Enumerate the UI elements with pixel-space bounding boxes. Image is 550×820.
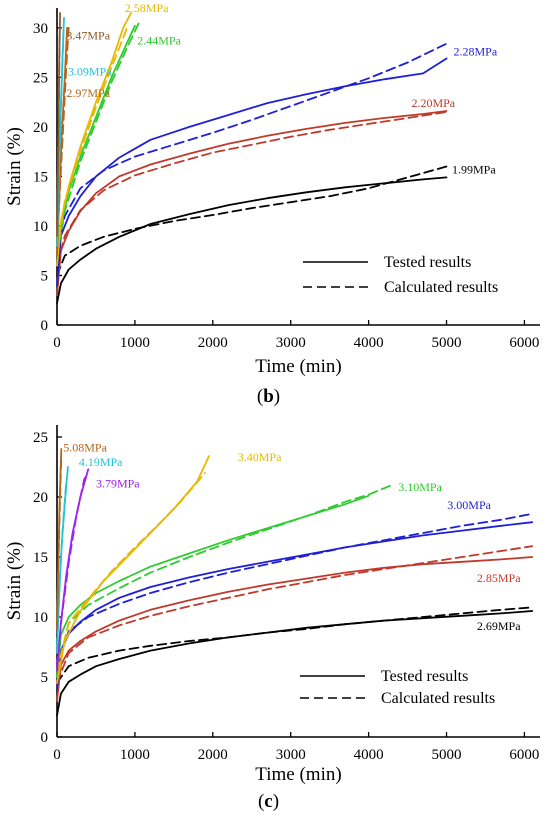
series-label-3-10mpa: 3.10MPa xyxy=(398,480,442,494)
calculated-curve-3-40mpa xyxy=(56,472,206,672)
calculated-curve-2-28mpa xyxy=(56,42,448,247)
x-tick-label: 3000 xyxy=(276,335,306,351)
y-tick-label: 5 xyxy=(41,268,49,284)
calculated-curve-1-99mpa xyxy=(56,165,448,277)
x-tick-label: 5000 xyxy=(432,335,462,351)
tested-curve-2-28mpa xyxy=(56,57,448,287)
calculated-curve-3-10mpa xyxy=(56,484,393,672)
y-tick-label: 15 xyxy=(33,550,48,566)
y-tick-label: 30 xyxy=(33,21,48,37)
y-tick-label: 10 xyxy=(33,219,48,235)
series-label-3-79mpa: 3.79MPa xyxy=(96,476,140,490)
calculated-curve-2-20mpa xyxy=(56,111,448,267)
tested-curve-2-58mpa xyxy=(56,12,132,267)
x-tick-label: 4000 xyxy=(354,335,384,351)
series-label-2-58mpa: 2.58MPa xyxy=(125,1,169,15)
calculated-curve-3-79mpa xyxy=(56,472,90,666)
x-tick-label: 6000 xyxy=(509,335,539,351)
tested-curve-3-00mpa xyxy=(56,521,534,690)
calculated-curve-5-08mpa xyxy=(56,454,63,624)
series-label-2-69mpa: 2.69MPa xyxy=(477,619,521,633)
y-tick-label: 25 xyxy=(33,430,48,446)
series-label-1-99mpa: 1.99MPa xyxy=(452,162,496,176)
calculated-curve-2-58mpa xyxy=(56,26,128,252)
calculated-curve-2-44mpa xyxy=(56,22,140,257)
calculated-curve-2-85mpa xyxy=(56,545,534,684)
series-label-5-08mpa: 5.08MPa xyxy=(63,440,107,454)
y-tick-label: 0 xyxy=(41,730,49,746)
calculated-curve-2-97mpa xyxy=(56,26,70,247)
y-tick-label: 10 xyxy=(33,610,48,626)
y-axis-title: Strain (%) xyxy=(4,542,25,621)
legend-label-solid: Tested results xyxy=(381,668,468,685)
x-tick-label: 3000 xyxy=(276,747,306,763)
x-tick-label: 5000 xyxy=(432,747,462,763)
calculated-curve-3-47mpa xyxy=(56,26,61,227)
y-tick-label: 25 xyxy=(33,70,48,86)
chart-panel-b: 0 1000 2000 3000 4000 5000 6000 0 5 10 15 20 25 30 Tim… xyxy=(4,1,540,407)
x-tick-label: 1000 xyxy=(120,747,150,763)
x-axis-title: Time (min) xyxy=(255,356,341,377)
x-tick-label: 1000 xyxy=(120,335,150,351)
legend: Tested results Calculated results xyxy=(303,254,498,296)
calculated-curve-4-19mpa xyxy=(56,484,67,648)
series-label-3-09mpa: 3.09MPa xyxy=(68,64,112,78)
legend-label-solid: Tested results xyxy=(384,254,471,271)
series-label-3-40mpa: 3.40MPa xyxy=(238,450,282,464)
series-label-2-28mpa: 2.28MPa xyxy=(454,45,498,59)
tested-curve-1-99mpa xyxy=(56,176,448,305)
calculated-curve-3-00mpa xyxy=(56,512,534,666)
y-tick-label: 0 xyxy=(41,318,49,334)
x-tick-label: 4000 xyxy=(354,747,384,763)
y-axis-title: Strain (%) xyxy=(4,127,25,206)
series-label-2-20mpa: 2.20MPa xyxy=(411,96,455,110)
panel-label: (c) xyxy=(258,791,279,812)
series-label-2-85mpa: 2.85MPa xyxy=(477,571,521,585)
series-label-3-00mpa: 3.00MPa xyxy=(447,498,491,512)
series-label-3-47mpa: 3.47MPa xyxy=(66,29,110,43)
legend-label-dashed: Calculated results xyxy=(384,279,498,296)
y-tick-label: 5 xyxy=(41,670,49,686)
series-label-2-44mpa: 2.44MPa xyxy=(137,34,181,48)
x-tick-label: 0 xyxy=(53,747,61,763)
x-axis-title: Time (min) xyxy=(255,764,341,785)
series-label-2-97mpa: 2.97MPa xyxy=(66,86,110,100)
x-tick-label: 2000 xyxy=(198,747,228,763)
x-tick-label: 6000 xyxy=(509,747,539,763)
legend-label-dashed: Calculated results xyxy=(381,690,495,707)
tested-curve-2-85mpa xyxy=(56,556,534,702)
calculated-curve-2-69mpa xyxy=(56,606,534,684)
tested-curve-3-10mpa xyxy=(56,494,370,678)
y-tick-label: 15 xyxy=(33,169,48,185)
y-tick-label: 20 xyxy=(33,120,48,136)
chart-panel-c: 0 1000 2000 3000 4000 5000 6000 0 5 10 15 20 25 Time … xyxy=(4,425,540,812)
x-tick-label: 0 xyxy=(53,335,61,351)
legend: Tested results Calculated results xyxy=(300,668,495,707)
x-tick-label: 2000 xyxy=(198,335,228,351)
panel-label: (b) xyxy=(257,386,280,407)
series-label-4-19mpa: 4.19MPa xyxy=(79,455,123,469)
y-tick-label: 20 xyxy=(33,490,48,506)
